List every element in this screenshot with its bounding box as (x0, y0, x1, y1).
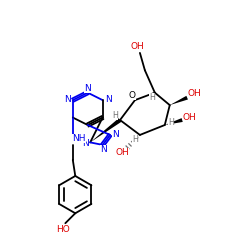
Polygon shape (165, 118, 183, 125)
Text: NH: NH (72, 134, 86, 143)
Text: N: N (105, 95, 112, 104)
Text: N: N (82, 139, 88, 148)
Text: OH: OH (116, 148, 130, 157)
Polygon shape (170, 96, 188, 105)
Polygon shape (90, 118, 121, 142)
Text: H: H (132, 136, 138, 144)
Text: H: H (168, 118, 174, 127)
Text: N: N (64, 95, 71, 104)
Text: N: N (112, 130, 119, 139)
Text: OH: OH (188, 90, 202, 98)
Text: H: H (112, 110, 118, 120)
Text: HO: HO (56, 225, 70, 234)
Text: N: N (84, 84, 91, 93)
Text: N: N (100, 145, 107, 154)
Text: OH: OH (183, 113, 196, 122)
Text: O: O (129, 91, 136, 100)
Text: H: H (150, 93, 155, 102)
Text: OH: OH (130, 42, 144, 51)
